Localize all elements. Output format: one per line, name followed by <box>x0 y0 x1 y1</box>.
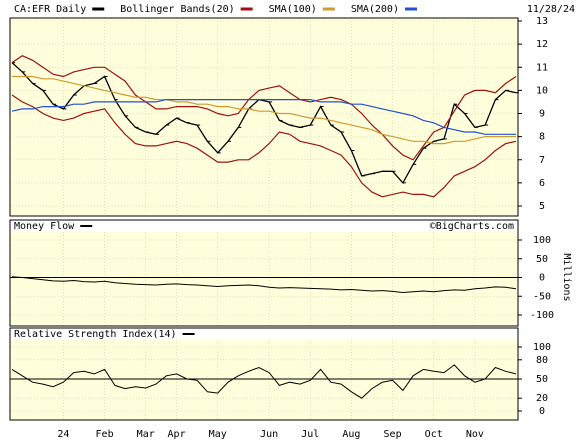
y-tick-label: 100 <box>533 235 551 246</box>
y-tick-label: 6 <box>539 178 545 189</box>
band-line <box>11 94 517 198</box>
plot-border <box>9 219 519 327</box>
x-tick-label: 24 <box>57 429 69 440</box>
legend-swatch <box>240 7 253 11</box>
panel-header <box>10 328 518 340</box>
line <box>11 364 517 399</box>
date-label: 11/28/24 <box>527 4 575 15</box>
x-tick-label: May <box>209 429 227 440</box>
x-tick-label: Apr <box>168 429 186 440</box>
legend-label: CA:EFR Daily <box>14 4 86 15</box>
y-axis-label: Millions <box>561 253 572 301</box>
y-tick-label: 7 <box>539 155 545 166</box>
panel-header <box>10 220 518 232</box>
band-line <box>11 55 517 161</box>
x-tick-label: Jul <box>301 429 319 440</box>
legend-swatch <box>322 7 335 11</box>
y-tick-label: -50 <box>533 291 551 302</box>
y-tick-label: 50 <box>536 254 548 265</box>
legend-label: SMA(100) <box>269 4 317 15</box>
y-tick-label: 0 <box>539 273 545 284</box>
copyright: ©BigCharts.com <box>430 221 514 232</box>
x-tick-label: Jun <box>260 429 278 440</box>
y-tick-label: 20 <box>536 393 548 404</box>
y-tick-label: -100 <box>530 310 554 321</box>
panel-title: Money Flow <box>14 221 75 232</box>
x-tick-label: Oct <box>425 429 443 440</box>
y-tick-label: 80 <box>536 355 548 366</box>
plot-area <box>10 18 518 216</box>
plot-area <box>10 220 518 326</box>
line <box>12 75 516 145</box>
line <box>11 99 516 135</box>
legend-swatch <box>92 7 105 11</box>
y-tick-label: 0 <box>539 406 545 417</box>
y-tick-label: 10 <box>536 85 548 96</box>
y-tick-label: 12 <box>536 39 548 50</box>
x-tick-label: Sep <box>384 429 402 440</box>
line <box>11 62 517 185</box>
legend-label: SMA(200) <box>351 4 399 15</box>
y-tick-label: 9 <box>539 109 545 120</box>
y-tick-label: 5 <box>539 201 545 212</box>
plot-area <box>10 328 518 420</box>
line <box>11 276 517 294</box>
y-tick-label: 8 <box>539 132 545 143</box>
x-tick-label: Nov <box>466 429 484 440</box>
panel-title: Relative Strength Index(14) <box>14 329 177 340</box>
x-tick-label: Feb <box>96 429 114 440</box>
plot-border <box>9 327 519 421</box>
x-tick-label: Mar <box>137 429 155 440</box>
y-tick-label: 11 <box>536 62 548 73</box>
legend-label: Bollinger Bands(20) <box>120 4 234 15</box>
y-tick-label: 13 <box>536 16 548 27</box>
y-tick-label: 100 <box>533 342 551 353</box>
y-tick-label: 50 <box>536 374 548 385</box>
plot-border <box>9 17 519 217</box>
legend-swatch <box>404 7 417 11</box>
x-tick-label: Aug <box>342 429 360 440</box>
